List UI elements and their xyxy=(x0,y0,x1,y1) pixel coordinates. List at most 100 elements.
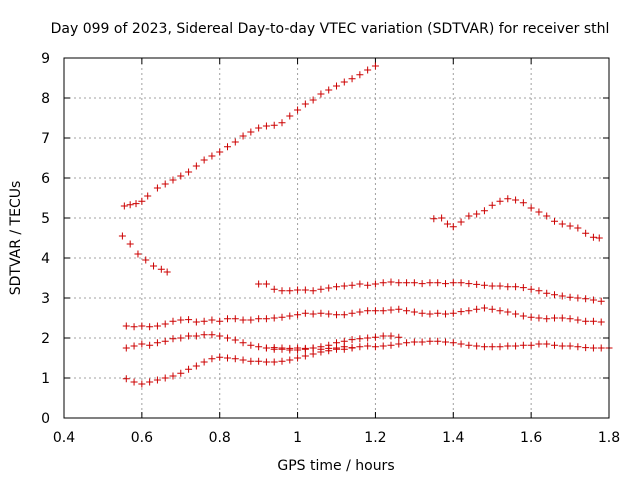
x-tick-label: 0.6 xyxy=(131,430,153,446)
data-point xyxy=(457,218,465,226)
data-point xyxy=(262,315,270,323)
data-point xyxy=(496,197,504,205)
data-point xyxy=(309,310,317,318)
data-point xyxy=(457,279,465,287)
data-point xyxy=(239,356,247,364)
data-point xyxy=(224,315,231,323)
data-point xyxy=(200,156,208,164)
data-point xyxy=(185,365,193,373)
data-point xyxy=(589,296,597,304)
data-point xyxy=(403,279,411,287)
data-point xyxy=(231,336,239,344)
data-point xyxy=(582,229,590,237)
data-point xyxy=(426,337,434,345)
data-point xyxy=(410,279,418,287)
data-point xyxy=(488,282,496,290)
data-point xyxy=(138,197,146,205)
data-point xyxy=(527,204,535,212)
data-point xyxy=(504,342,512,350)
y-tick-label: 4 xyxy=(41,251,50,267)
data-point xyxy=(169,176,177,184)
data-point xyxy=(122,344,130,352)
data-point xyxy=(157,265,165,273)
data-point xyxy=(134,250,142,258)
data-point xyxy=(340,78,348,86)
x-axis-ticks: 0.4 0.6 0.8 1 1.2 1.4 1.6 1.8 xyxy=(53,58,620,446)
data-point xyxy=(309,344,317,352)
data-point xyxy=(192,332,200,340)
data-point xyxy=(278,313,286,321)
data-point xyxy=(262,344,270,352)
x-tick-label: 1.8 xyxy=(598,430,620,446)
data-point xyxy=(348,281,356,289)
data-point xyxy=(457,308,465,316)
data-point xyxy=(247,341,255,349)
data-point xyxy=(395,333,403,341)
data-point xyxy=(325,310,333,318)
data-point xyxy=(262,280,270,288)
data-point xyxy=(153,184,161,192)
series-sat-a xyxy=(120,62,379,210)
data-point xyxy=(177,316,185,324)
data-point xyxy=(527,341,535,349)
data-point xyxy=(589,344,597,352)
data-point xyxy=(216,317,224,325)
data-point xyxy=(161,320,169,328)
data-point xyxy=(395,279,403,287)
data-point xyxy=(255,280,263,288)
y-tick-label: 6 xyxy=(41,171,50,187)
data-point xyxy=(317,285,325,293)
data-point xyxy=(356,343,364,351)
data-point xyxy=(582,295,590,303)
data-point xyxy=(387,341,395,349)
data-point xyxy=(340,311,348,319)
data-point xyxy=(224,143,231,151)
data-point xyxy=(395,340,403,348)
data-point xyxy=(301,352,309,360)
data-point xyxy=(239,339,247,347)
data-point xyxy=(200,317,208,325)
data-point xyxy=(192,362,200,370)
data-point xyxy=(574,316,582,324)
data-point xyxy=(192,162,200,170)
data-point xyxy=(255,357,263,365)
data-point xyxy=(208,355,216,363)
data-point xyxy=(126,201,134,209)
data-point xyxy=(465,212,473,220)
data-point xyxy=(519,199,527,207)
data-point xyxy=(543,315,551,323)
data-point xyxy=(278,287,286,295)
data-point xyxy=(418,338,426,346)
series-sat-b xyxy=(118,232,171,276)
data-point xyxy=(387,306,395,314)
data-point xyxy=(146,341,154,349)
data-point xyxy=(224,334,231,342)
data-point xyxy=(142,256,150,264)
x-tick-label: 0.8 xyxy=(209,430,231,446)
data-point xyxy=(333,345,340,353)
data-point xyxy=(177,334,185,342)
data-point xyxy=(512,283,520,291)
data-point xyxy=(231,355,239,363)
data-point xyxy=(161,337,169,345)
x-tick-label: 1.2 xyxy=(364,430,386,446)
data-point xyxy=(270,285,278,293)
data-point xyxy=(465,280,473,288)
data-point xyxy=(301,309,309,317)
data-point xyxy=(535,314,543,322)
data-point xyxy=(255,343,263,351)
data-point xyxy=(224,354,231,362)
data-point xyxy=(130,323,138,331)
data-point xyxy=(309,96,317,104)
x-tick-label: 1 xyxy=(293,430,302,446)
data-point xyxy=(457,340,465,348)
data-point xyxy=(379,342,387,350)
data-point xyxy=(371,333,379,341)
data-point xyxy=(185,316,193,324)
data-point xyxy=(169,317,177,325)
data-point xyxy=(118,232,126,240)
data-point xyxy=(418,309,426,317)
data-point xyxy=(403,307,411,315)
data-point xyxy=(589,317,597,325)
data-point xyxy=(504,283,512,291)
